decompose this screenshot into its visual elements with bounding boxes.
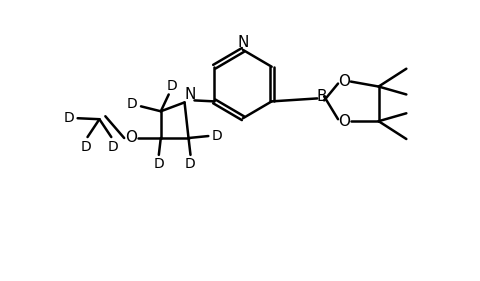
Text: O: O bbox=[337, 74, 349, 89]
Text: N: N bbox=[184, 87, 196, 102]
Text: D: D bbox=[153, 157, 164, 171]
Text: D: D bbox=[211, 129, 222, 143]
Text: D: D bbox=[63, 111, 74, 125]
Text: O: O bbox=[337, 114, 349, 129]
Text: D: D bbox=[108, 140, 119, 154]
Text: D: D bbox=[166, 79, 177, 92]
Text: D: D bbox=[126, 97, 137, 111]
Text: N: N bbox=[237, 35, 248, 51]
Text: O: O bbox=[125, 130, 137, 144]
Text: D: D bbox=[80, 140, 91, 154]
Text: D: D bbox=[185, 157, 195, 171]
Text: B: B bbox=[316, 89, 327, 104]
